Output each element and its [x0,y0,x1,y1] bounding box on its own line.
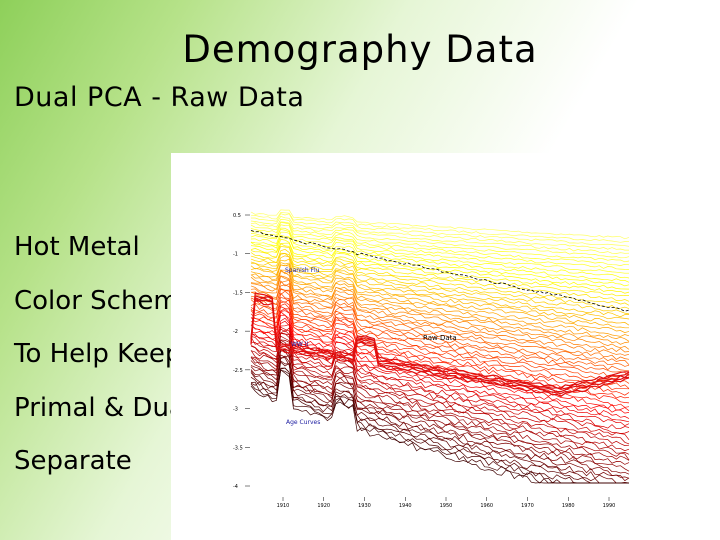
mortality-curve [250,296,630,384]
mortality-curve [250,271,630,345]
mortality-curve [250,209,630,240]
mortality-curve [250,246,630,302]
mortality-curve [250,360,629,484]
mortality-curve [250,339,630,455]
mortality-curve [250,269,630,342]
x-tick-label: 1920 [317,503,330,509]
mortality-curve [250,263,629,329]
bullet-line-3: To Help Keep [14,339,182,369]
mortality-curve [250,264,630,333]
plot-title: Raw Data [423,334,457,342]
y-tick-label: -2 [233,329,238,335]
mortality-curve [250,219,630,254]
mortality-curve [250,326,630,430]
mortality-curve [250,253,630,315]
mortality-curves [250,209,630,484]
x-tick-label: 1940 [399,503,412,509]
y-tick-label: -1 [233,252,238,258]
mortality-curve [250,228,629,274]
mortality-curve [250,301,630,390]
mortality-curve [250,221,630,259]
mortality-curve [250,348,630,465]
mortality-curve [250,242,630,294]
mortality-curve [251,213,630,247]
mortality-curve [250,231,630,279]
bullet-line-1: Hot Metal [14,232,140,262]
x-tick-label: 1980 [562,503,575,509]
mortality-curve [250,279,630,356]
highlighted-curve [250,294,630,391]
annotation-label: Age Curves [286,419,320,426]
mortality-curve [250,280,630,360]
highlighted-curve [250,298,629,395]
mortality-curve [250,303,630,396]
x-tick-label: 1930 [358,503,371,509]
mortality-curve [250,258,630,320]
mortality-curve [250,252,630,309]
mortality-curve [250,357,630,484]
mortality-curve [250,248,630,306]
annotation-label: WW II [291,341,309,348]
mortality-curve [250,339,630,461]
mortality-curve [250,227,630,270]
mortality-curve [250,284,630,365]
mortality-curve [250,234,630,283]
mortality-curve [250,349,630,475]
mortality-curve [250,355,630,482]
bullet-line-4: Primal & Dual [14,392,193,423]
mortality-curve [250,354,630,479]
mortality-curve [250,292,629,379]
y-tick-label: -4 [233,484,238,490]
x-tick-label: 1950 [440,503,453,509]
mortality-curve [250,367,629,484]
mortality-curve [250,255,629,318]
x-tick-label: 1990 [603,503,616,509]
annotation-label: Spanish Flu [285,267,320,274]
mortality-curve [250,275,630,350]
highlighted-curve [250,300,630,397]
mortality-curve [250,310,630,408]
mortality-curve [250,275,630,353]
slide-title: Demography Data [182,28,538,71]
mortality-curve [250,212,630,243]
bullet-line-5: Separate [14,446,132,476]
mortality-curve [250,369,629,484]
mortality-curve [250,243,630,297]
raw-data-figure: 0.5 -1 -1.5 -2 -2.5 -3 -3.5 -4 1910 1920 1930 1940 1… [171,153,720,540]
x-tick-label: 1960 [480,503,493,509]
mortality-curve [250,341,630,461]
mortality-curve [250,290,630,377]
mortality-curve [250,329,630,441]
y-tick-label: -1.5 [233,290,243,296]
highlighted-curve [250,292,629,389]
mortality-curve [250,262,630,326]
mortality-curve [250,222,630,263]
mortality-curve [250,349,630,472]
bullet-list: Hot Metal Color Scheme To Help Keep Prim… [14,228,195,496]
mortality-curve [250,335,630,452]
axis-ticks: 0.5 -1 -1.5 -2 -2.5 -3 -3.5 -4 1910 1920 1930 1940 1… [233,213,615,509]
y-tick-label: -3.5 [233,445,243,451]
y-tick-label: -3 [233,407,238,413]
x-tick-label: 1970 [521,503,534,509]
mortality-curve [250,269,630,337]
mortality-curve [250,320,630,423]
mortality-curve [250,314,630,414]
mortality-curve [250,238,630,290]
raw-data-plot: 0.5 -1 -1.5 -2 -2.5 -3 -3.5 -4 1910 1920 1930 1940 1… [233,209,630,509]
mortality-curve [250,215,629,251]
mortality-curve [250,327,630,434]
y-tick-label: -2.5 [233,368,243,374]
mortality-curve [250,361,629,484]
reference-curve [250,230,630,312]
annotations: Spanish Flu WW II Age Curves [285,267,320,426]
bullet-line-2: Color Scheme [14,285,195,316]
mortality-curve [250,236,630,287]
mortality-curve [250,288,630,367]
slide-subtitle: Dual PCA - Raw Data [14,82,305,113]
mortality-curve [250,224,630,266]
x-tick-label: 1910 [277,503,290,509]
y-tick-label: 0.5 [233,213,241,219]
